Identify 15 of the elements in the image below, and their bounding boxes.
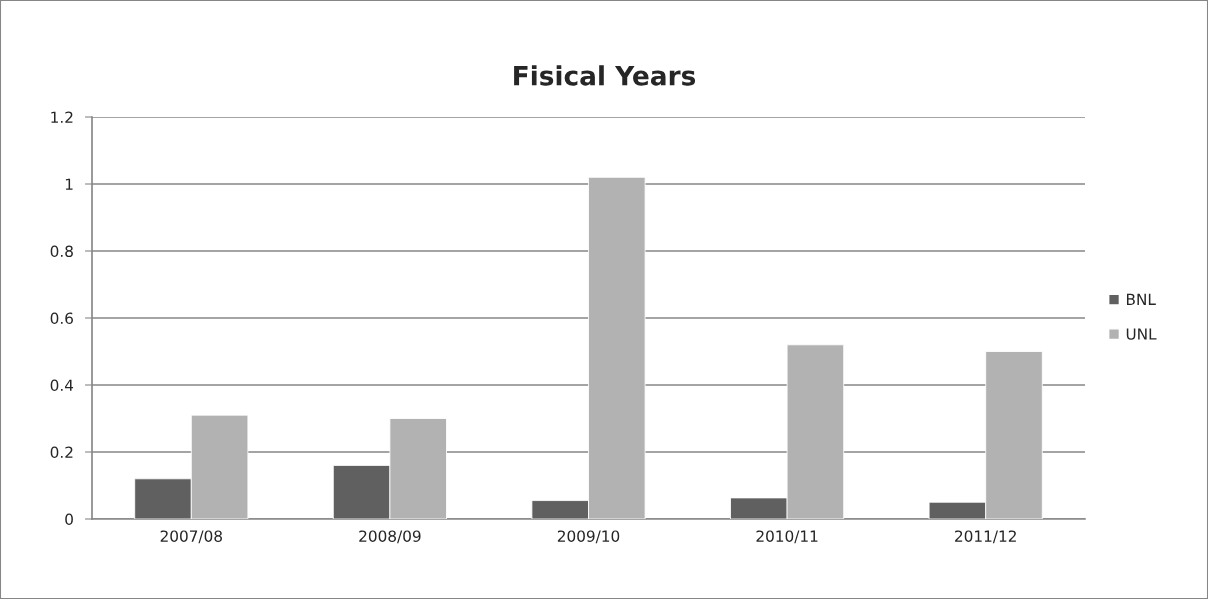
y-tick-label: 1 <box>65 178 73 190</box>
y-tick-label: 1.2 <box>51 111 73 123</box>
x-tick-label: 2009/10 <box>557 530 620 544</box>
chart-title: Fisical Years <box>514 65 696 86</box>
y-tick-label: 0.4 <box>50 379 74 392</box>
x-tick-label: 2011/12 <box>955 530 1016 544</box>
y-tick-label: 0 <box>65 513 73 526</box>
legend-label: BNL <box>1126 293 1156 305</box>
x-tick-label: 2010/11 <box>756 530 818 544</box>
y-tick-label: 0.2 <box>50 446 73 459</box>
legend-label: UNL <box>1126 328 1157 340</box>
x-tick-label: 2007/08 <box>160 530 222 544</box>
x-tick-label: 2008/09 <box>359 530 421 544</box>
y-tick-label: 0.8 <box>50 245 73 258</box>
y-tick-label: 0.6 <box>50 312 73 325</box>
